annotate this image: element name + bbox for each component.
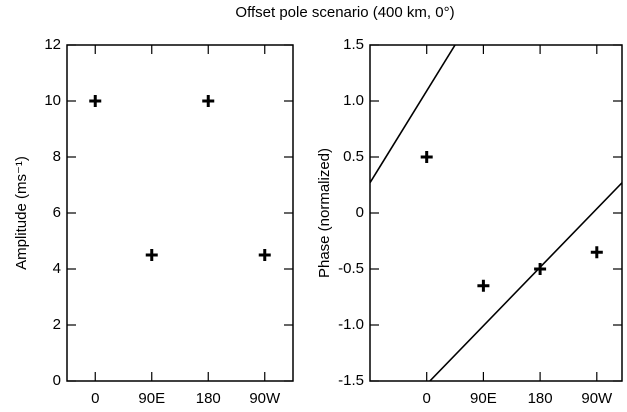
y-tick-label: -1.0: [338, 316, 364, 333]
y-axis-label: Amplitude (ms⁻¹): [13, 156, 30, 270]
trend-line: [370, 45, 456, 184]
plot-frame: [66, 44, 294, 382]
plus-marker: [202, 95, 215, 107]
y-tick-label: 1.5: [343, 36, 364, 53]
x-tick-label: 90W: [581, 390, 613, 407]
x-tick-label: 90E: [138, 390, 165, 407]
y-tick-label: 2: [53, 316, 61, 333]
plot-frame: [369, 44, 623, 382]
y-tick-label: 12: [44, 36, 61, 53]
y-tick-label: 0: [53, 372, 61, 389]
y-tick-label: 0.5: [343, 148, 364, 165]
x-tick-label: 180: [528, 390, 553, 407]
y-axis-label: Phase (normalized): [316, 148, 333, 278]
x-tick-label: 90W: [249, 390, 281, 407]
x-tick-label: 180: [196, 390, 221, 407]
y-tick-label: -0.5: [338, 260, 364, 277]
y-tick-label: 8: [53, 148, 61, 165]
plus-marker: [89, 95, 102, 107]
plus-marker: [477, 279, 490, 292]
y-tick-label: 0: [356, 204, 364, 221]
y-tick-label: 6: [53, 204, 61, 221]
x-tick-label: 90E: [470, 390, 497, 407]
x-tick-label: 0: [423, 390, 431, 407]
y-tick-label: 4: [53, 260, 61, 277]
plus-marker: [590, 246, 603, 259]
plus-marker: [534, 263, 547, 275]
y-tick-label: -1.5: [338, 372, 364, 389]
y-tick-label: 1.0: [343, 92, 364, 109]
x-tick-label: 0: [91, 390, 99, 407]
trend-line: [429, 182, 622, 381]
plus-marker: [420, 151, 433, 163]
plus-marker: [258, 249, 271, 261]
plus-marker: [145, 249, 158, 261]
y-tick-label: 10: [44, 92, 61, 109]
figure-title: Offset pole scenario (400 km, 0°): [235, 4, 454, 21]
